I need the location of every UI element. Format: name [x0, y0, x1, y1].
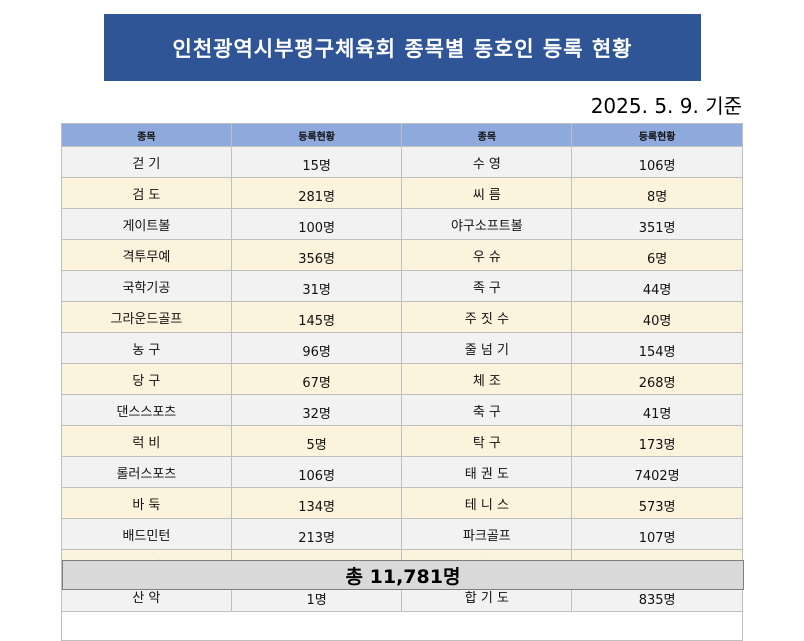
- table-body: 걷 기 15명 수 영 106명 검 도 281명 씨 름 8명 게이트볼 100명 야구소프트볼 3…: [61, 146, 743, 641]
- sport-cell: 수 영: [401, 146, 573, 178]
- header-sport: 종목: [61, 123, 232, 147]
- table-row: 격투무예 356명 우 슈 6명: [61, 239, 743, 271]
- table-row: 바 둑 134명 테 니 스 573명: [61, 487, 743, 519]
- sport-cell: 우 슈: [401, 239, 573, 271]
- count-cell: 106명: [571, 146, 743, 178]
- count-cell: 41명: [571, 394, 743, 426]
- count-cell: 573명: [571, 487, 743, 519]
- header-sport: 종목: [401, 123, 573, 147]
- table-row: 농 구 96명 줄 넘 기 154명: [61, 332, 743, 364]
- table-row: 댄스스포츠 32명 축 구 41명: [61, 394, 743, 426]
- table-row: 그라운드골프 145명 주 짓 수 40명: [61, 301, 743, 333]
- table-row: 게이트볼 100명 야구소프트볼 351명: [61, 208, 743, 240]
- sport-cell: 걷 기: [61, 146, 232, 178]
- sport-cell: 파크골프: [401, 518, 573, 550]
- table-row: 걷 기 15명 수 영 106명: [61, 146, 743, 178]
- sport-cell: 게이트볼: [61, 208, 232, 240]
- count-cell: 154명: [571, 332, 743, 364]
- blank-cell: [61, 611, 743, 641]
- count-cell: 268명: [571, 363, 743, 395]
- count-cell: 31명: [230, 270, 403, 302]
- count-cell: 44명: [571, 270, 743, 302]
- sport-cell: 씨 름: [401, 177, 573, 209]
- count-cell: 6명: [571, 239, 743, 271]
- sport-cell: 태 권 도: [401, 456, 573, 488]
- sport-cell: 배드민턴: [61, 518, 232, 550]
- sport-cell: 주 짓 수: [401, 301, 573, 333]
- count-cell: 96명: [230, 332, 403, 364]
- table-row: 럭 비 5명 탁 구 173명: [61, 425, 743, 457]
- count-cell: 32명: [230, 394, 403, 426]
- blank-row: [61, 611, 743, 641]
- count-cell: 7402명: [571, 456, 743, 488]
- count-cell: 8명: [571, 177, 743, 209]
- sport-cell: 당 구: [61, 363, 232, 395]
- count-cell: 134명: [230, 487, 403, 519]
- sport-cell: 바 둑: [61, 487, 232, 519]
- table-row: 당 구 67명 체 조 268명: [61, 363, 743, 395]
- count-cell: 15명: [230, 146, 403, 178]
- count-cell: 100명: [230, 208, 403, 240]
- header-count: 등록현황: [571, 123, 743, 147]
- date-label: 2025. 5. 9. 기준: [590, 94, 742, 118]
- sport-cell: 국학기공: [61, 270, 232, 302]
- sport-cell: 체 조: [401, 363, 573, 395]
- sport-cell: 줄 넘 기: [401, 332, 573, 364]
- count-cell: 67명: [230, 363, 403, 395]
- sport-cell: 족 구: [401, 270, 573, 302]
- sport-cell: 그라운드골프: [61, 301, 232, 333]
- count-cell: 356명: [230, 239, 403, 271]
- count-cell: 351명: [571, 208, 743, 240]
- table-row: 검 도 281명 씨 름 8명: [61, 177, 743, 209]
- sport-cell: 격투무예: [61, 239, 232, 271]
- count-cell: 213명: [230, 518, 403, 550]
- total-count: 총 11,781명: [62, 560, 744, 590]
- count-cell: 40명: [571, 301, 743, 333]
- count-cell: 106명: [230, 456, 403, 488]
- table-row: 국학기공 31명 족 구 44명: [61, 270, 743, 302]
- table-row: 롤러스포츠 106명 태 권 도 7402명: [61, 456, 743, 488]
- page-title: 인천광역시부평구체육회 종목별 동호인 등록 현황: [104, 14, 701, 81]
- sport-cell: 축 구: [401, 394, 573, 426]
- sport-cell: 댄스스포츠: [61, 394, 232, 426]
- sport-cell: 롤러스포츠: [61, 456, 232, 488]
- sport-cell: 테 니 스: [401, 487, 573, 519]
- count-cell: 107명: [571, 518, 743, 550]
- count-cell: 5명: [230, 425, 403, 457]
- count-cell: 145명: [230, 301, 403, 333]
- table-row: 배드민턴 213명 파크골프 107명: [61, 518, 743, 550]
- sport-cell: 탁 구: [401, 425, 573, 457]
- sport-cell: 야구소프트볼: [401, 208, 573, 240]
- sport-cell: 농 구: [61, 332, 232, 364]
- table-header-row: 종목 등록현황 종목 등록현황: [61, 123, 743, 147]
- header-count: 등록현황: [230, 123, 403, 147]
- sport-cell: 검 도: [61, 177, 232, 209]
- count-cell: 281명: [230, 177, 403, 209]
- count-cell: 173명: [571, 425, 743, 457]
- sport-cell: 럭 비: [61, 425, 232, 457]
